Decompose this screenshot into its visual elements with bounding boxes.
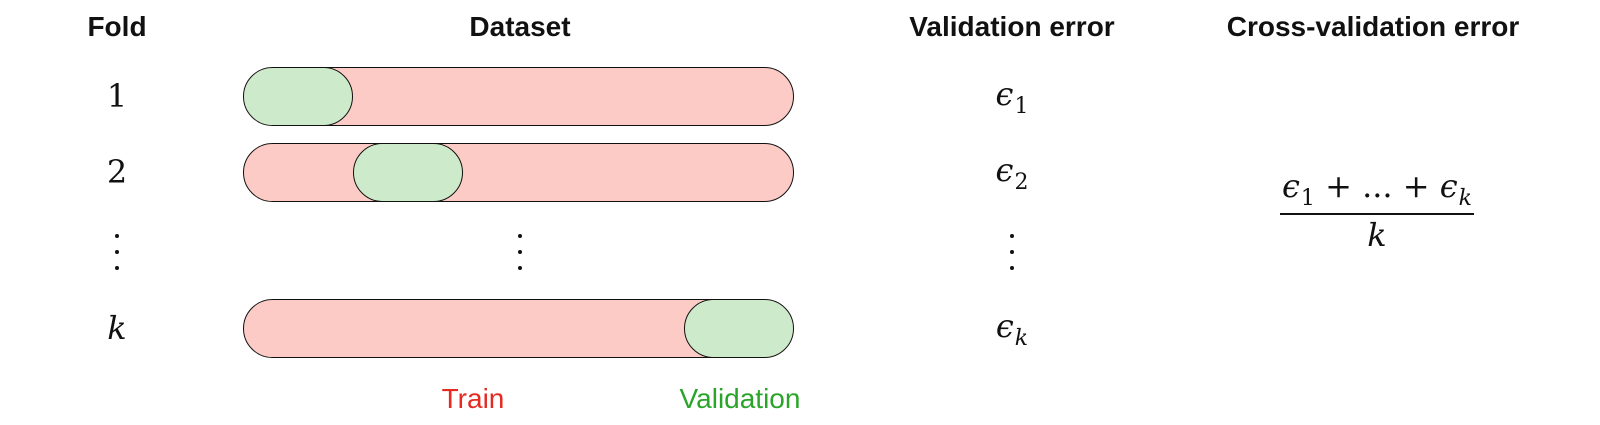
- fold-label-1: 1: [106, 77, 128, 115]
- dataset-bar-fold-2: [243, 143, 794, 202]
- fold-vertical-ellipsis: [115, 234, 119, 270]
- validation-error-column-header: Validation error: [909, 11, 1115, 42]
- epsilon-subscript: 2: [1014, 170, 1029, 195]
- error-vertical-ellipsis: [1010, 234, 1014, 270]
- formula-denominator: k: [1367, 216, 1387, 254]
- validation-error-k: ϵk: [995, 307, 1029, 351]
- dataset-vertical-ellipsis: [518, 234, 522, 270]
- fold-label-k: k: [107, 309, 127, 347]
- fold-column-header: Fold: [87, 11, 147, 42]
- epsilon-subscript: 1: [1014, 94, 1029, 119]
- validation-segment-fold-k: [684, 300, 793, 357]
- dataset-bar-fold-1: [243, 67, 794, 126]
- epsilon-symbol: ϵ: [995, 75, 1014, 113]
- fold-label-2: 2: [106, 153, 128, 191]
- legend-validation-label: Validation: [679, 383, 801, 414]
- dataset-column-header: Dataset: [469, 11, 571, 42]
- cross-validation-error-column-header: Cross-validation error: [1226, 11, 1520, 42]
- cross-validation-formula: ϵ1 + ... + ϵk k: [1279, 167, 1475, 254]
- legend-train-label: Train: [441, 383, 505, 414]
- validation-error-2: ϵ2: [995, 151, 1029, 195]
- validation-error-1: ϵ1: [995, 75, 1029, 119]
- dataset-bar-fold-k: [243, 299, 794, 358]
- formula-numerator: ϵ1 + ... + ϵk: [1281, 167, 1473, 211]
- validation-segment-fold-2: [352, 144, 464, 201]
- epsilon-symbol: ϵ: [995, 307, 1014, 345]
- validation-segment-fold-1: [244, 68, 353, 125]
- fraction-bar: [1279, 213, 1475, 215]
- epsilon-symbol: ϵ: [995, 151, 1014, 189]
- epsilon-subscript: k: [1014, 326, 1029, 351]
